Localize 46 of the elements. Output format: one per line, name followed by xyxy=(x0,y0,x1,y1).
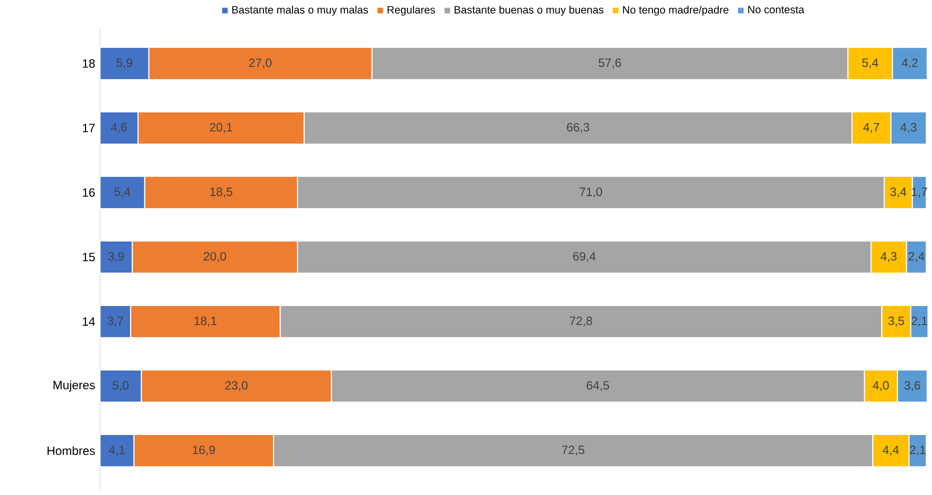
data-label: 5,9 xyxy=(116,58,132,69)
y-tick-label: 18 xyxy=(82,59,95,68)
y-tick-label: Hombres xyxy=(48,446,95,456)
data-label: 3,4 xyxy=(890,188,906,198)
data-label: 5,4 xyxy=(862,58,878,69)
data-label: 18,5 xyxy=(210,188,232,198)
data-label: 20,0 xyxy=(204,252,226,262)
data-label: 20,1 xyxy=(210,123,232,134)
legend-label: Regulares xyxy=(388,6,436,16)
data-label: 71,0 xyxy=(580,188,602,198)
data-label: 4,4 xyxy=(882,446,899,456)
data-label: 27,0 xyxy=(249,58,272,69)
legend-label: Bastante malas o muy malas xyxy=(232,6,368,16)
data-label: 66,3 xyxy=(566,123,590,134)
data-label: 16,9 xyxy=(192,446,215,456)
data-label: 4,6 xyxy=(110,123,127,134)
legend-label: No tengo madre/padre xyxy=(623,6,728,16)
data-label: 2,1 xyxy=(912,316,928,327)
data-label: 72,8 xyxy=(570,316,592,327)
data-label: 3,7 xyxy=(107,316,124,327)
data-label: 2,4 xyxy=(908,252,924,262)
legend-label: No contesta xyxy=(748,6,804,14)
y-tick-label: 17 xyxy=(82,124,95,132)
data-label: 5,0 xyxy=(112,381,129,392)
data-label: 4,3 xyxy=(880,252,897,262)
data-label: 4,1 xyxy=(108,446,125,456)
data-label: 3,5 xyxy=(888,316,904,327)
data-label: 18,1 xyxy=(194,316,216,327)
y-tick-label: 14 xyxy=(82,318,95,326)
data-label: 3,9 xyxy=(108,252,124,262)
y-tick-label: Mujeres xyxy=(54,380,95,392)
data-label: 23,0 xyxy=(225,381,248,392)
legend-label: Bastante buenas o muy buenas xyxy=(454,6,604,16)
data-label: 3,6 xyxy=(904,381,920,392)
data-label: 64,5 xyxy=(586,381,610,392)
data-label: 72,5 xyxy=(562,446,584,456)
y-tick-label: 16 xyxy=(82,188,95,197)
data-label: 57,6 xyxy=(598,58,622,69)
data-label: 2,1 xyxy=(910,446,926,456)
data-label: 5,4 xyxy=(114,188,130,198)
data-label: 4,3 xyxy=(900,123,916,134)
data-label: 4,2 xyxy=(902,58,918,69)
data-label: 4,7 xyxy=(863,123,880,134)
data-label: 69,4 xyxy=(573,252,596,262)
y-tick-label: 15 xyxy=(82,253,95,262)
data-label: 4,0 xyxy=(872,381,889,392)
